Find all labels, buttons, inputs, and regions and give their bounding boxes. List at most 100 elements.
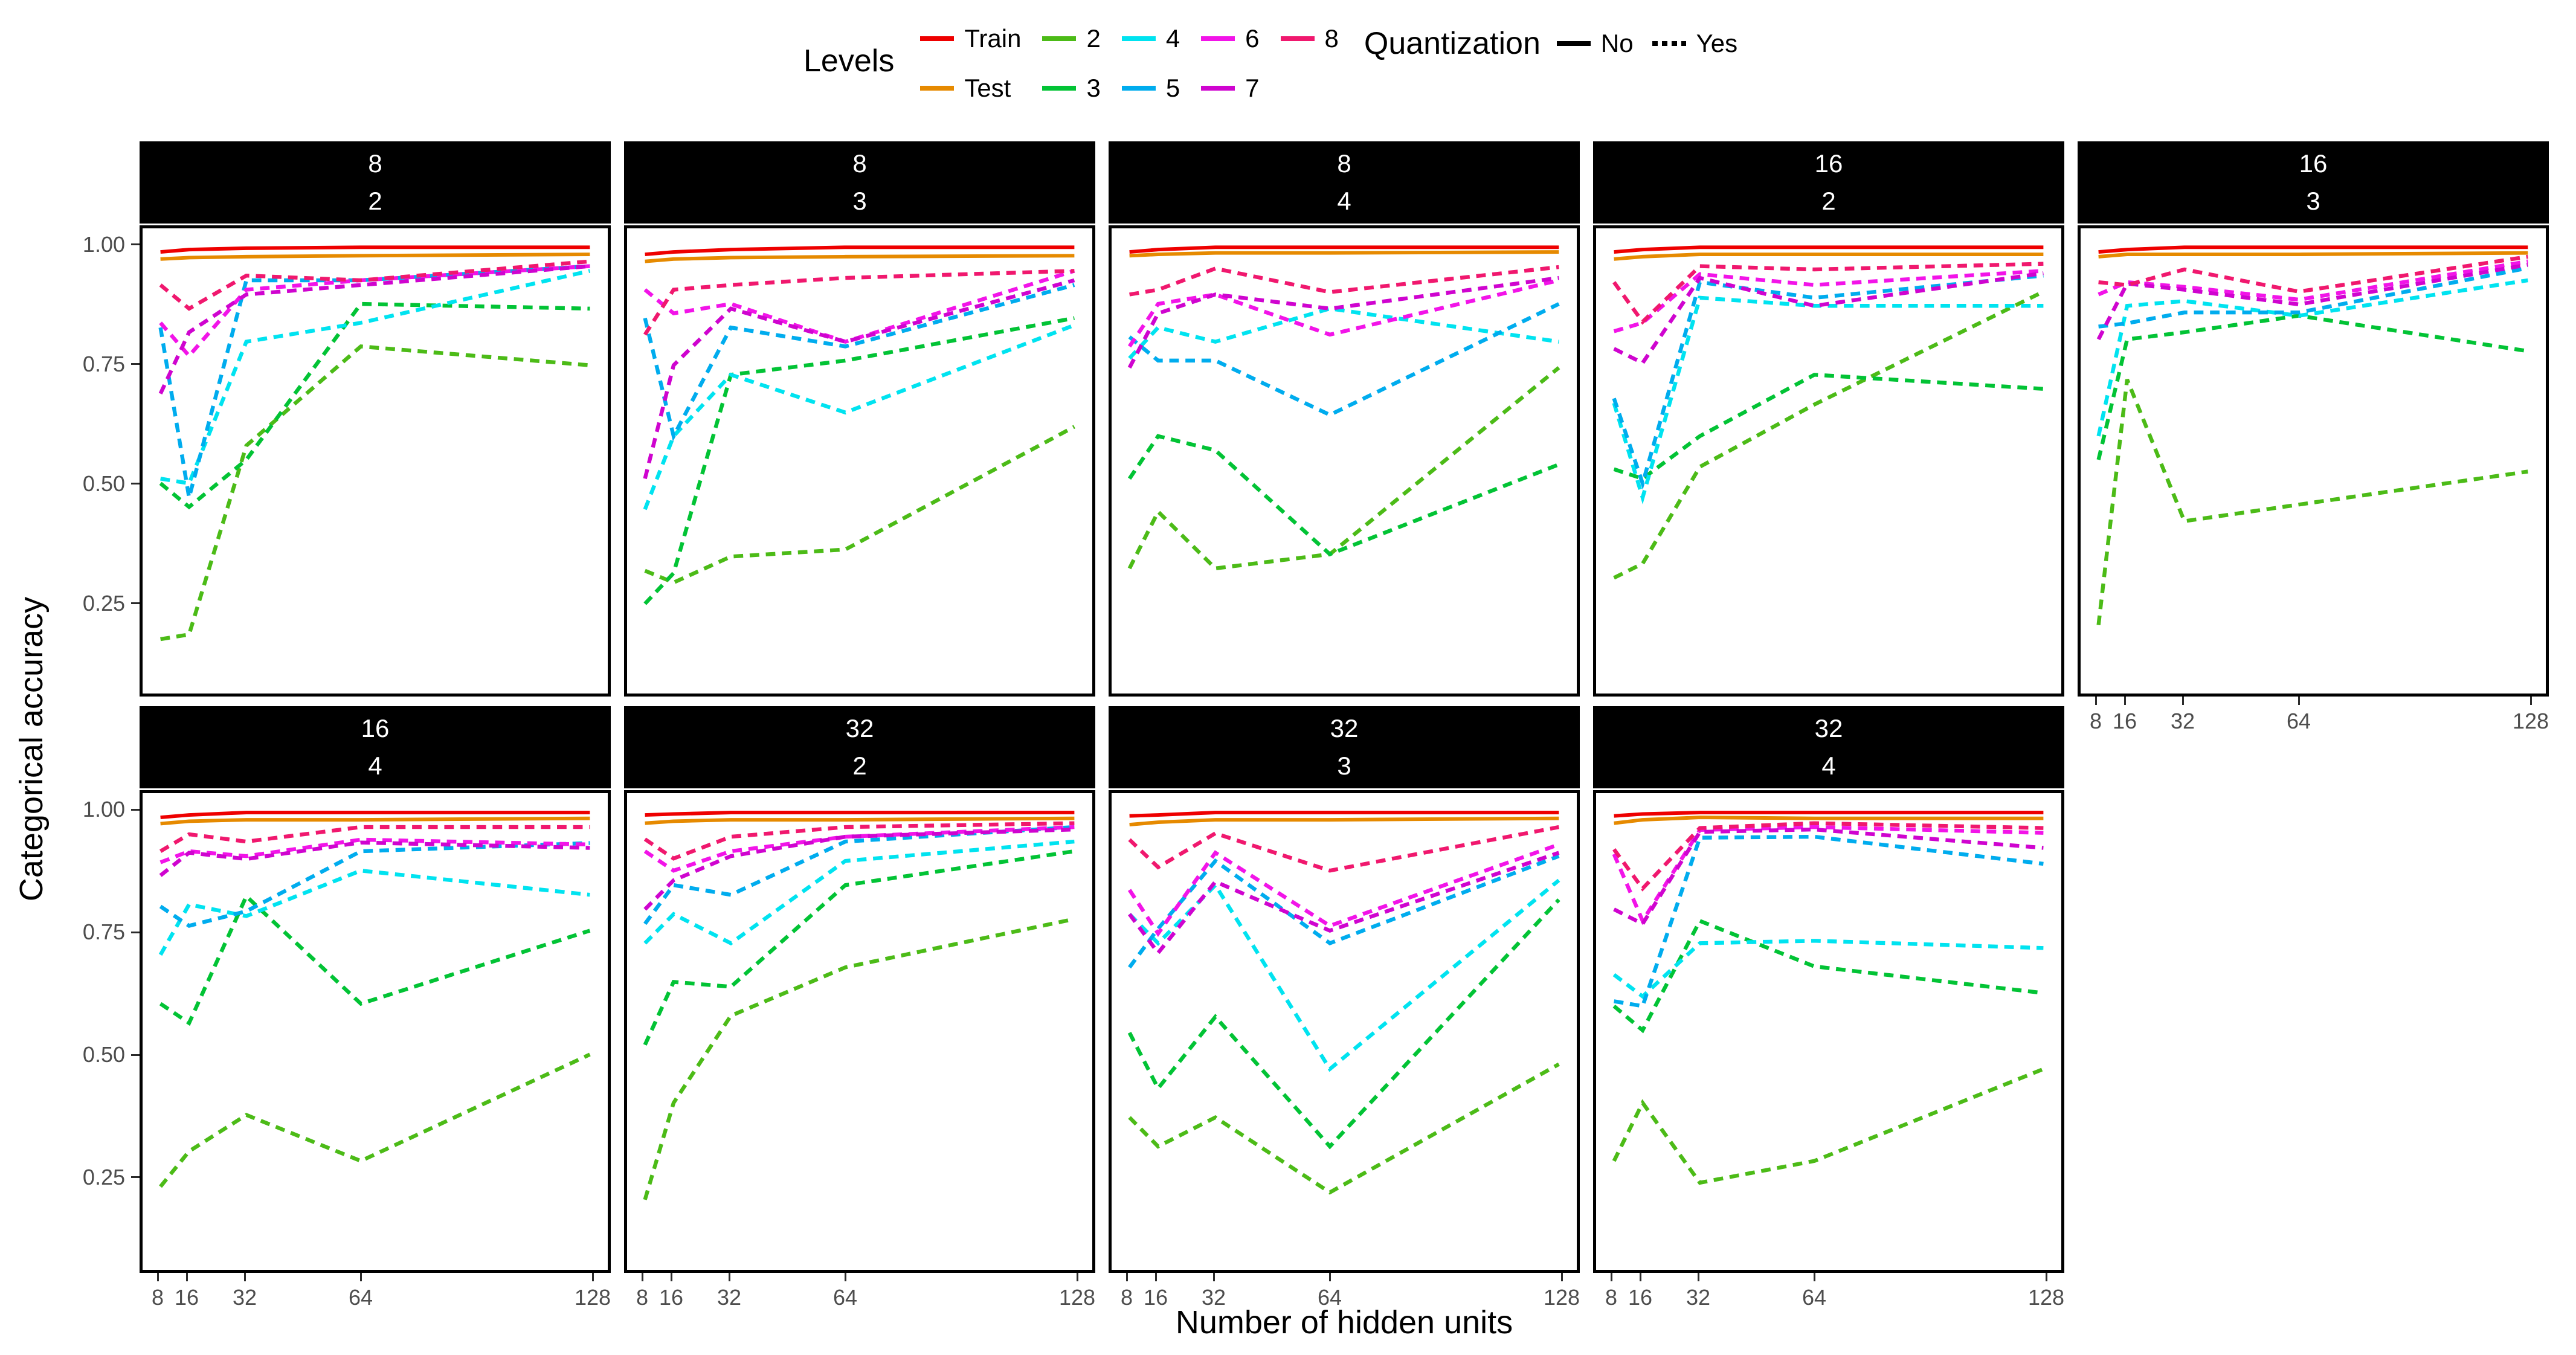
legend-item-level-6: 6 [1200,22,1260,56]
y-tick-label: 0.25 [82,590,125,616]
series-line-6 [159,837,590,864]
strip-label-line1: 8 [1337,149,1351,178]
series-line-8 [1612,821,2044,892]
legend-item-label: Yes [1696,29,1738,57]
x-tick-mark [1813,1273,1815,1281]
strip-label-line1: 32 [845,714,874,743]
y-tick-mark [131,1054,140,1056]
legend-item-level-Test: Test [919,71,1021,105]
series-line-7 [643,827,1075,911]
y-tick-label: 0.50 [82,471,125,496]
x-tick-label: 32 [1686,1285,1711,1310]
x-tick-label: 64 [832,1285,858,1310]
x-tick-mark [1697,1273,1699,1281]
series-line-4 [1612,939,2044,999]
x-tick-mark [1125,1273,1128,1281]
x-tick-label: 32 [1201,1285,1226,1310]
series-line-6 [1127,278,1560,348]
series-line-7 [1127,275,1559,369]
series-line-4 [2096,278,2528,437]
strip-label-line1: 8 [852,149,867,178]
legend-item-label: 5 [1165,74,1180,102]
legend-key-icon [1201,36,1235,41]
facet-strip-16-2: 16 2 [1593,141,2064,224]
facet-plot-area [158,245,591,642]
series-line-8 [643,269,1075,336]
series-line-7 [1128,851,1560,956]
facet-panel-32-3 [1109,790,1580,1273]
x-tick-mark [2045,1273,2047,1281]
series-line-8 [643,821,1075,861]
x-tick-mark [185,1273,188,1281]
strip-label-line1: 32 [1330,714,1359,743]
legend-item-level-4: 4 [1121,22,1180,56]
series-line-test [1614,253,2044,261]
strip-label-line1: 32 [1814,714,1843,743]
series-line-train [1129,245,1559,254]
series-line-2 [1612,1067,2044,1185]
y-tick-mark [131,931,140,933]
series-line-2 [644,425,1075,585]
legend-key-icon [1556,41,1591,46]
series-line-4 [158,868,590,956]
strip-label-line1: 16 [361,714,390,743]
series-line-train [645,245,1075,256]
facet-panel-32-2 [624,790,1095,1273]
series-line-8 [159,259,590,311]
series-line-train [160,245,590,254]
series-line-5 [1128,302,1560,417]
legend-item-label: 8 [1324,24,1339,53]
legend-item-level-Train: Train [919,22,1021,56]
y-tick-label: 0.50 [82,1042,125,1067]
series-line-2 [160,344,590,642]
series-line-test [160,816,590,826]
facet-panel-8-3 [624,225,1095,697]
x-tick-mark [591,1273,594,1281]
legend-item-label: 4 [1165,24,1180,53]
x-tick-label: 8 [1605,1285,1618,1310]
facet-panel-8-2 [140,225,611,697]
x-tick-mark [156,1273,159,1281]
facet-panel-8-4 [1109,225,1580,697]
strip-label-line2: 4 [1337,186,1351,215]
series-line-8 [1129,265,1559,297]
y-tick-mark [131,243,140,246]
facet-strip-32-4: 32 4 [1593,706,2064,788]
legend-item-label: 2 [1086,24,1101,53]
legend-item-label: Test [964,74,1011,102]
series-line-3 [1612,918,2044,1034]
legend-item-quant-yes: Yes [1652,29,1738,58]
legend-item-level-5: 5 [1121,71,1180,105]
legend-quant-items: No Yes [1556,29,1737,58]
legend-key-icon [920,36,955,41]
y-tick-label: 0.75 [82,351,125,376]
series-line-4 [1612,295,2044,504]
x-tick-label: 8 [2089,709,2102,733]
series-line-3 [159,301,590,510]
x-tick-label: 128 [2027,1285,2065,1310]
legend: Levels Train Test 2 3 4 5 6 7 8 Quantization No Y… [803,11,1737,105]
x-tick-mark [2529,697,2532,705]
facet-plot-area [643,811,1075,1200]
legend-levels-items: Train Test 2 3 4 5 6 7 8 [919,11,1339,105]
x-tick-mark [1154,1273,1157,1281]
legend-item-level-3: 3 [1042,71,1101,105]
facet-strip-16-3: 16 3 [2078,141,2549,224]
facet-plot-area [1127,811,1560,1195]
series-line-4 [1128,306,1559,360]
y-tick-label: 0.25 [82,1164,125,1189]
strip-label-line2: 3 [2306,186,2320,215]
facet-panel-16-4 [140,790,611,1273]
series-line-train [1614,245,2044,254]
y-tick-label: 1.00 [82,231,125,257]
series-line-5 [1614,834,2044,1009]
x-tick-label: 8 [1120,1285,1133,1310]
x-axis-title: Number of hidden units [1175,1304,1513,1341]
legend-item-label: Train [964,24,1022,53]
legend-key-icon [1042,86,1077,91]
series-line-5 [159,841,590,928]
legend-item-level-8: 8 [1280,22,1339,56]
strip-label-line1: 16 [1814,149,1843,178]
series-line-8 [1128,825,1559,873]
